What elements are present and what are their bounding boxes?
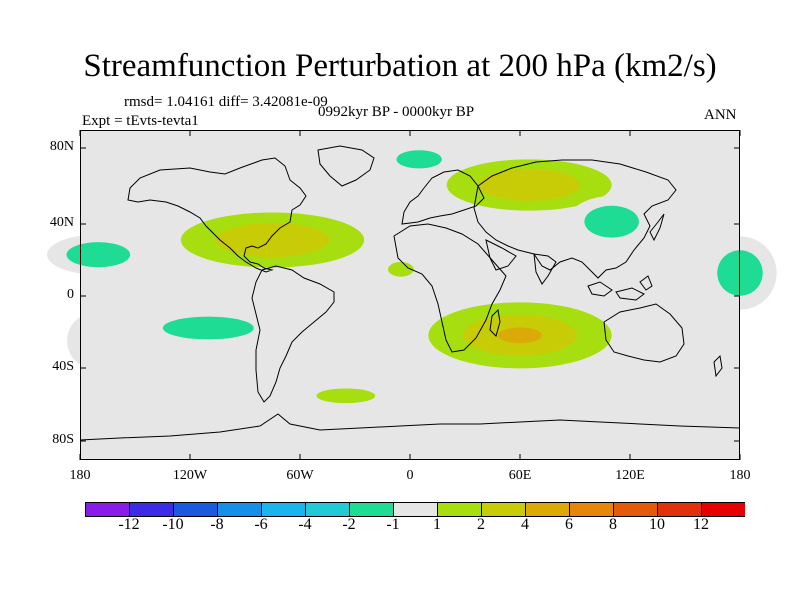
coast-indonesia <box>587 275 653 301</box>
coast-india <box>533 253 557 285</box>
x-tick-label: 60E <box>508 468 532 483</box>
colorbar-label: 1 <box>433 516 441 533</box>
y-ticks <box>80 147 740 442</box>
colorbar-label: 4 <box>521 516 529 533</box>
colorbar-box <box>261 502 306 517</box>
coast-arabia <box>485 239 517 271</box>
x-tick-label: 120E <box>615 468 645 483</box>
coast-antarctica <box>79 413 741 441</box>
contour-tropic-pacific-low-east-level--2 <box>717 250 763 296</box>
coast-europe <box>401 169 485 225</box>
colorbar-label: -10 <box>162 516 184 533</box>
x-tick-label: 60W <box>286 468 314 483</box>
coast-africa <box>393 223 507 353</box>
map-frame <box>80 130 740 460</box>
contour-fills <box>47 144 777 417</box>
colorbar-label: -2 <box>342 516 356 533</box>
x-tick-label: 180 <box>729 468 751 483</box>
contour-s-ocean-low-level--1 <box>219 397 264 417</box>
y-tick-label: 0 <box>67 287 74 302</box>
coast-north-america <box>127 157 307 273</box>
coast-new-zealand <box>713 354 723 378</box>
coast-south-america <box>251 265 335 403</box>
x-tick-label: 120W <box>172 468 208 483</box>
experiment-label: Expt = tEvts-tevta1 <box>82 113 199 129</box>
y-tick-label: 40S <box>52 359 74 374</box>
colorbar-label: 8 <box>609 516 617 533</box>
coast-australia <box>603 303 685 363</box>
colorbar-box <box>525 502 570 517</box>
colorbar-box <box>657 502 702 517</box>
colorbar-label: -8 <box>210 516 224 533</box>
colorbar-label: -1 <box>386 516 400 533</box>
stats-line: rmsd= 1.04161 diff= 3.42081e-09 <box>124 94 328 110</box>
x-tick-label: 180 <box>69 468 91 483</box>
colorbar-box <box>129 502 174 517</box>
coast-madagascar <box>489 308 501 337</box>
contour-indian-ocean-high-level-4 <box>498 327 542 344</box>
colorbar-box <box>393 502 438 517</box>
colorbar-label: -4 <box>298 516 312 533</box>
colorbar-box <box>217 502 262 517</box>
colorbar-label: -6 <box>254 516 268 533</box>
y-tick-label: 80N <box>49 139 74 154</box>
colorbar-box <box>481 502 526 517</box>
colorbar-box <box>85 502 130 517</box>
colorbar-label: -12 <box>118 516 140 533</box>
y-tick-label: 80S <box>52 432 74 447</box>
period-label: 0992kyr BP - 0000kyr BP <box>318 104 475 120</box>
contour-mideast-low-level--1 <box>435 236 458 244</box>
y-tick-label: 40N <box>49 215 74 230</box>
colorbar-label: 10 <box>649 516 665 533</box>
colorbar-label: 12 <box>693 516 709 533</box>
colorbar <box>85 502 745 517</box>
colorbar-label: 2 <box>477 516 485 533</box>
contour-nw-pacific-low-level--2 <box>584 205 639 238</box>
colorbar-box <box>613 502 658 517</box>
colorbar-box <box>349 502 394 517</box>
contour-n-america-low-level--1 <box>230 174 289 196</box>
x-tick-label: 0 <box>406 468 414 483</box>
coastlines <box>79 145 741 441</box>
contour-n-pacific-low-level--2 <box>66 242 131 268</box>
colorbar-box <box>569 502 614 517</box>
season-label: ANN <box>704 107 737 123</box>
coast-asia <box>473 159 677 279</box>
contour-n-atlantic-high-level-2 <box>215 222 330 258</box>
colorbar-box <box>173 502 218 517</box>
contour-central-asia-high-level-2 <box>478 169 581 201</box>
contour-s-atlantic-high-level-1 <box>316 388 376 404</box>
contour-arctic-low-level--2 <box>396 150 442 169</box>
contour-s-atlantic-low-level--1 <box>351 320 388 362</box>
contour-e-pacific-low-level--2 <box>162 316 254 340</box>
map-background <box>80 130 740 460</box>
colorbar-box <box>437 502 482 517</box>
colorbar-label: 6 <box>565 516 573 533</box>
chart-title: Streamfunction Perturbation at 200 hPa (… <box>83 48 717 84</box>
colorbar-box <box>701 502 745 517</box>
contour-w-pacific-tropic-low-level--1 <box>67 315 112 367</box>
coast-japan <box>649 213 665 242</box>
colorbar-box <box>305 502 350 517</box>
contour-asia-low-2-level--1 <box>571 241 587 250</box>
contour-trop-atlantic-low-level--1 <box>274 274 363 297</box>
coast-greenland <box>317 145 375 187</box>
contour-africa-high-level-1 <box>388 262 414 277</box>
